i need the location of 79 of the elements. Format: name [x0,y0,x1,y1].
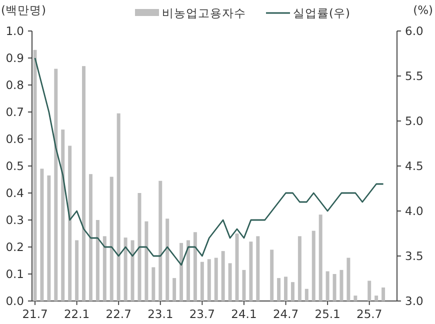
bar [110,176,114,301]
x-tick-label: 25.1 [314,307,340,321]
bar [200,262,204,301]
bar [54,68,58,301]
bar [382,288,386,301]
legend-label: 실업률(우) [293,6,350,20]
y2-tick-label: 6.0 [405,24,424,38]
bar [61,130,65,301]
bar [354,296,358,301]
bar [290,282,294,301]
bar [186,240,190,301]
bar [326,271,330,301]
y-tick-label: 0.8 [6,78,24,92]
bar [82,66,86,301]
bar [374,296,378,301]
y-tick-label: 0.7 [6,105,24,119]
bar [312,230,316,301]
bar [158,180,162,301]
bar [144,221,148,301]
bar [166,218,170,301]
bar [228,263,232,301]
x-tick-label: 23.7 [189,307,215,321]
y-tick-label: 0.0 [6,294,24,308]
bar [340,270,344,301]
x-tick-label: 25.7 [356,307,382,321]
x-tick-label: 22.1 [64,307,90,321]
y-tick-label: 1.0 [6,24,24,38]
bar [249,242,253,301]
bar [88,174,92,301]
y-tick-label: 0.3 [6,213,24,227]
bar [124,238,128,301]
bar [180,242,184,301]
x-tick-label: 23.1 [148,307,174,321]
bar [298,236,302,301]
y-tick-label: 0.4 [6,186,24,200]
bar [242,270,246,301]
x-tick-label: 24.1 [231,307,257,321]
bar [40,168,44,301]
y2-axis-title: (%) [413,3,433,17]
bar [214,258,218,301]
y2-tick-label: 3.0 [405,294,424,308]
bar [68,146,72,301]
y-tick-label: 0.2 [6,240,24,254]
y2-tick-label: 5.5 [405,69,424,83]
bar [270,250,274,301]
bar [47,175,51,301]
bar [172,278,176,301]
x-tick-label: 22.7 [106,307,132,321]
bar [193,232,197,301]
bar [368,280,372,301]
bar [75,240,79,301]
bar [138,193,142,301]
y-axis-title: (백만명) [1,3,46,17]
y2-tick-label: 4.5 [405,159,424,173]
bar [96,220,100,301]
y2-tick-label: 5.0 [405,114,424,128]
y2-tick-label: 3.5 [405,249,424,263]
y-tick-label: 0.5 [6,159,24,173]
y-tick-label: 0.6 [6,132,24,146]
bar [130,240,134,301]
bar [277,278,281,301]
line-series [34,57,384,266]
bar [284,276,288,301]
bar [152,267,156,301]
bar [102,236,106,301]
y2-tick-label: 4.0 [405,204,424,218]
bar [116,113,120,301]
y-tick-label: 0.1 [6,267,24,281]
bar [207,259,211,301]
x-tick-label: 21.7 [22,307,48,321]
y-tick-label: 0.9 [6,51,24,65]
legend-label: 비농업고용자수 [162,6,246,20]
bar [318,214,322,301]
bar [304,288,308,301]
bar [346,258,350,301]
bar [256,236,260,301]
bar [221,251,225,301]
bar [332,274,336,301]
x-tick-label: 24.7 [272,307,299,321]
